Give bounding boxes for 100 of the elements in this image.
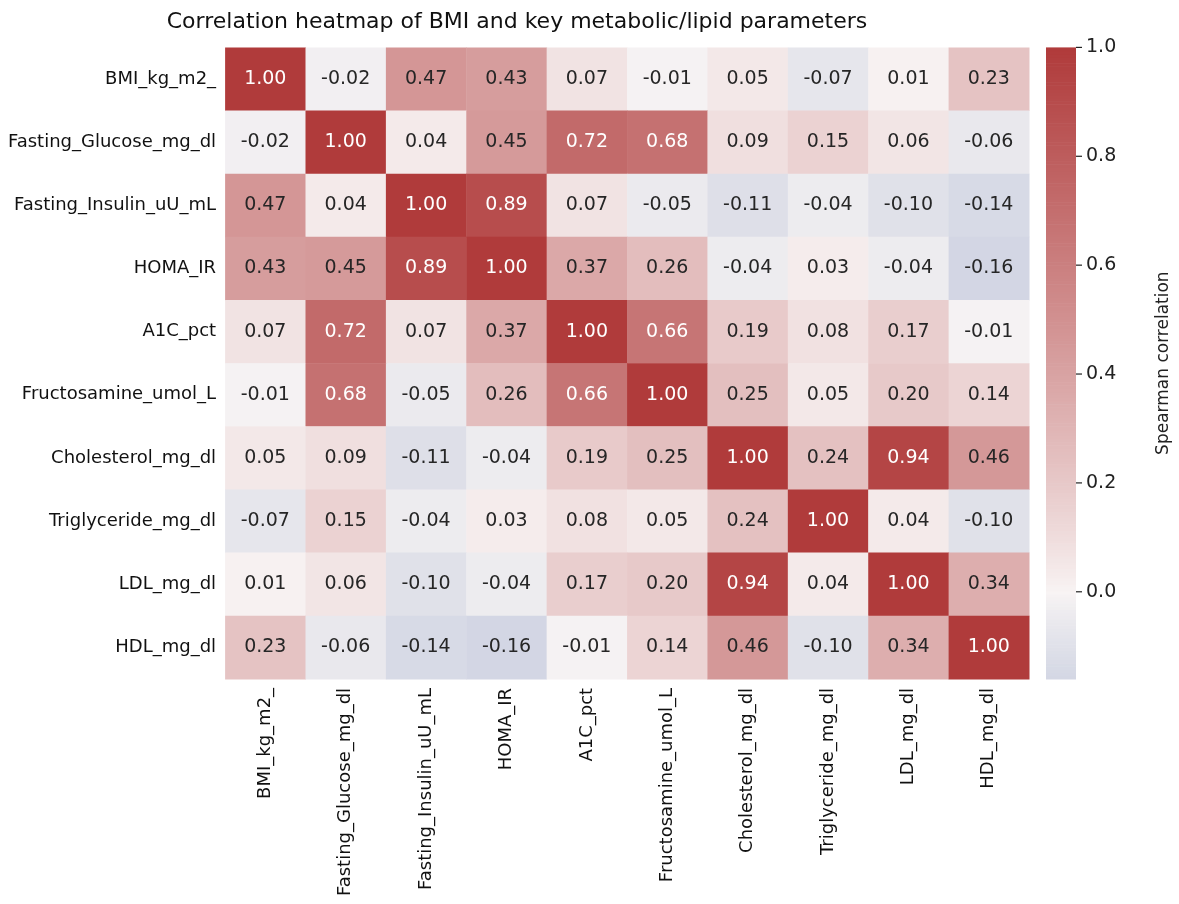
data-label: 0.94 (887, 444, 930, 467)
data-label: 0.46 (967, 444, 1010, 467)
data-label: -0.02 (321, 65, 371, 88)
data-label: 0.04 (887, 507, 930, 530)
data-label: 1.00 (726, 444, 769, 467)
data-label: 0.94 (726, 571, 769, 594)
data-label: 0.07 (565, 65, 609, 88)
data-label: -0.01 (964, 318, 1014, 341)
data-label: 0.45 (324, 255, 367, 278)
data-label: 0.15 (806, 129, 850, 152)
data-label: 1.00 (646, 381, 689, 404)
data-label: 1.00 (324, 129, 367, 152)
data-label: -0.14 (401, 634, 451, 657)
x-tick-label: HDL_mg_dl (976, 687, 999, 789)
data-label: 0.07 (565, 192, 609, 215)
data-label: 0.46 (726, 634, 769, 657)
x-tick-label: LDL_mg_dl (896, 687, 919, 786)
data-label: 0.03 (485, 507, 528, 530)
chart-title: Correlation heatmap of BMI and key metabolic/lipid parameters (166, 7, 868, 33)
data-label: 0.06 (324, 571, 367, 594)
data-label: 0.20 (646, 571, 689, 594)
y-tick-label: HDL_mg_dl (115, 634, 217, 657)
data-label: 0.09 (324, 444, 367, 467)
data-label: -0.16 (964, 255, 1014, 278)
data-label: 0.05 (726, 65, 769, 88)
x-tick-label: Fasting_Glucose_mg_dl (333, 687, 356, 896)
data-label: 0.25 (646, 444, 689, 467)
data-label: -0.04 (401, 507, 451, 530)
data-label: -0.04 (883, 255, 933, 278)
y-tick-label: Triglyceride_mg_dl (48, 508, 217, 531)
data-label: 1.00 (967, 634, 1010, 657)
data-label: 0.68 (324, 381, 367, 404)
data-label: -0.05 (642, 192, 692, 215)
x-tick-label: Fasting_Insulin_uU_mL (413, 687, 436, 890)
data-label: 0.37 (565, 255, 609, 278)
data-label: 0.25 (726, 381, 769, 404)
data-label: 0.05 (244, 444, 287, 467)
data-label: -0.07 (803, 65, 853, 88)
y-tick-label: LDL_mg_dl (118, 571, 217, 594)
y-tick-label: Cholesterol_mg_dl (51, 445, 217, 468)
y-tick-label: A1C_pct (142, 319, 217, 342)
data-label: 0.43 (244, 255, 287, 278)
data-label: -0.11 (401, 444, 451, 467)
data-label: 0.17 (565, 571, 609, 594)
data-label: 0.66 (646, 318, 689, 341)
data-label: 0.08 (806, 318, 850, 341)
data-label: 0.19 (726, 318, 769, 341)
data-label: 1.00 (806, 507, 850, 530)
data-label: 0.89 (404, 255, 448, 278)
data-label: 0.07 (404, 318, 448, 341)
data-label: 0.01 (887, 65, 930, 88)
data-label: 0.15 (324, 507, 367, 530)
data-label: -0.10 (803, 634, 853, 657)
data-label: -0.06 (321, 634, 371, 657)
data-label: -0.11 (723, 192, 773, 215)
data-label: -0.10 (964, 507, 1014, 530)
color-bar-title: Spearman correlation (1151, 271, 1172, 455)
data-label: -0.01 (240, 381, 290, 404)
color-bar-label: 0.6 (1086, 252, 1117, 275)
data-label: 0.04 (806, 571, 850, 594)
data-label: 0.43 (485, 65, 528, 88)
data-label: -0.10 (401, 571, 451, 594)
data-label: 0.08 (565, 507, 609, 530)
data-label: 0.04 (324, 192, 367, 215)
y-tick-label: Fasting_Glucose_mg_dl (8, 129, 217, 152)
y-tick-label: BMI_kg_m2_ (105, 66, 218, 89)
color-bar-label: 0.8 (1086, 143, 1117, 166)
data-label: -0.04 (803, 192, 853, 215)
x-tick-label: A1C_pct (574, 687, 597, 762)
data-label: -0.04 (723, 255, 773, 278)
data-label: 0.19 (565, 444, 609, 467)
x-tick-label: Fructosamine_umol_L (654, 687, 677, 883)
color-bar-label: 1.0 (1086, 34, 1117, 57)
data-label: 0.05 (646, 507, 689, 530)
data-label: 0.47 (404, 65, 448, 88)
data-label: 1.00 (485, 255, 528, 278)
data-label: -0.10 (883, 192, 933, 215)
data-label: 1.00 (887, 571, 930, 594)
data-label: 0.66 (565, 381, 609, 404)
data-label: 0.01 (244, 571, 287, 594)
data-label: 0.37 (485, 318, 528, 341)
data-label: 1.00 (244, 65, 287, 88)
data-label: -0.01 (562, 634, 612, 657)
data-label: 0.45 (485, 129, 528, 152)
data-label: 0.14 (646, 634, 689, 657)
data-label: 0.26 (485, 381, 528, 404)
data-label: 0.03 (806, 255, 850, 278)
data-label: 0.09 (726, 129, 769, 152)
data-label: 0.05 (806, 381, 850, 404)
data-label: 0.34 (887, 634, 930, 657)
x-tick-label: HOMA_IR (494, 687, 517, 771)
data-label: -0.16 (481, 634, 532, 657)
data-label: -0.04 (481, 571, 532, 594)
color-bar-label: 0.2 (1086, 469, 1117, 492)
data-label: 0.07 (244, 318, 287, 341)
data-label: -0.02 (240, 129, 290, 152)
data-label: 0.72 (324, 318, 367, 341)
color-bar-label: 0.0 (1086, 578, 1117, 601)
data-label: 0.68 (646, 129, 689, 152)
data-label: 1.00 (404, 192, 448, 215)
